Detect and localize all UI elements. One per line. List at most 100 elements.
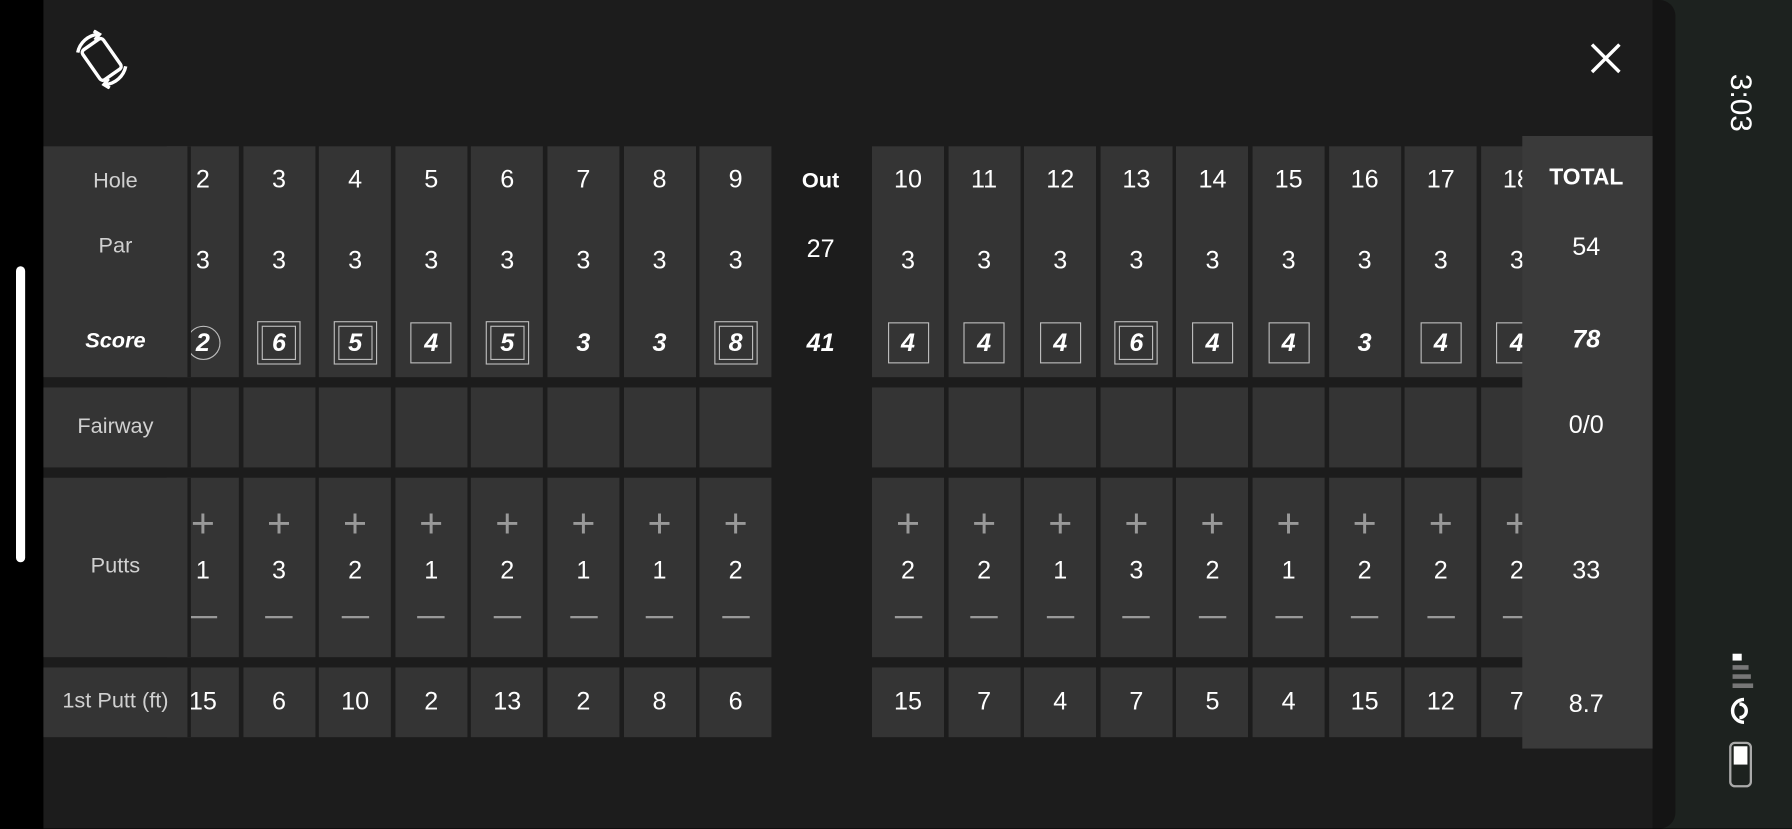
background-app <box>1652 0 1792 829</box>
score-cell <box>1404 387 1477 468</box>
hole-number: 7 <box>576 164 591 194</box>
par: 3 <box>1205 245 1220 275</box>
bogey-square <box>333 321 377 365</box>
first-putt: 15 <box>894 686 922 716</box>
hole-number: 13 <box>1122 164 1151 194</box>
score-cell <box>1100 387 1173 468</box>
putt-minus <box>1274 615 1303 619</box>
total-first-putt: 8.7 <box>1568 689 1604 718</box>
score-cell <box>948 477 1021 658</box>
putt-minus <box>417 615 445 619</box>
score-cell <box>1328 146 1401 378</box>
putts: 2 <box>1433 555 1448 584</box>
score-cell <box>948 387 1021 468</box>
first-putt: 5 <box>1205 686 1220 716</box>
rotate-button[interactable] <box>71 29 133 90</box>
score-cell <box>471 146 544 378</box>
par: 3 <box>195 245 210 275</box>
score-cell <box>471 387 544 468</box>
close-button[interactable] <box>1589 41 1623 75</box>
par: 3 <box>1357 245 1372 275</box>
putts: 2 <box>1509 555 1524 584</box>
score-cell <box>547 387 620 468</box>
score-cell <box>1252 477 1325 658</box>
score-cell <box>1252 667 1325 738</box>
label-cell <box>43 477 191 658</box>
score-cell <box>471 477 544 658</box>
par: 3 <box>1433 245 1448 275</box>
first-putt: 7 <box>1509 686 1524 716</box>
putts: 1 <box>652 555 667 584</box>
putts: 2 <box>1357 555 1372 584</box>
score-cell <box>699 387 772 468</box>
score-cell <box>1024 477 1097 658</box>
bogey-square <box>1114 321 1159 365</box>
label-cell <box>43 387 191 468</box>
score: 3 <box>576 327 591 357</box>
score-cell <box>1328 387 1401 468</box>
score-cell <box>319 477 392 658</box>
par: 3 <box>576 245 591 275</box>
score-cell <box>1252 387 1325 468</box>
score-cell <box>1404 146 1477 378</box>
score: 5 <box>348 327 363 357</box>
par: 3 <box>1509 245 1524 275</box>
score: 4 <box>1433 327 1448 357</box>
out-label: Out <box>801 169 840 194</box>
score-cell <box>547 667 620 738</box>
putt-minus <box>341 615 369 619</box>
score-cell <box>1100 146 1173 378</box>
score: 3 <box>1357 327 1372 357</box>
bogey-square <box>1420 322 1462 364</box>
score-cell <box>319 667 392 738</box>
putts: 2 <box>348 555 363 584</box>
score: 2 <box>195 327 210 357</box>
score-cell <box>1024 387 1097 468</box>
putt-plus: + <box>1200 499 1225 547</box>
par: 3 <box>1281 245 1296 275</box>
first-putt: 4 <box>1053 686 1068 716</box>
score-cell <box>395 667 468 738</box>
par: 3 <box>1129 245 1144 275</box>
par: 3 <box>424 245 439 275</box>
double-bogey-square <box>337 325 373 360</box>
double-bogey-square <box>490 325 525 360</box>
hole-number: 8 <box>652 164 667 194</box>
score: 5 <box>500 327 515 357</box>
score-cell <box>948 146 1021 378</box>
row-label: 1st Putt (ft) <box>62 689 169 714</box>
bogey-square <box>713 321 758 365</box>
putt-plus: + <box>190 499 215 547</box>
score-cell <box>1100 667 1173 738</box>
first-putt: 8 <box>652 686 667 716</box>
score-cell <box>242 387 315 468</box>
par: 3 <box>1053 245 1068 275</box>
putt-plus: + <box>647 499 672 547</box>
score-cell <box>1024 667 1097 738</box>
hole-number: 4 <box>348 164 363 194</box>
first-putt: 6 <box>728 686 743 716</box>
putt-minus <box>894 615 922 619</box>
score-cell <box>1404 477 1477 658</box>
score-cell <box>1176 667 1249 738</box>
first-putt: 7 <box>1129 686 1144 716</box>
score-cell <box>471 667 544 738</box>
score-cell <box>871 667 944 738</box>
score: 8 <box>728 327 743 357</box>
bogey-square <box>887 322 929 364</box>
double-bogey-square <box>261 325 297 360</box>
par: 3 <box>500 245 515 275</box>
score-cell <box>623 387 696 468</box>
putts: 2 <box>500 555 515 584</box>
score-cell <box>1176 146 1249 378</box>
par: 3 <box>652 245 667 275</box>
putt-plus: + <box>1428 499 1453 547</box>
score-cell <box>1328 667 1401 738</box>
par: 3 <box>900 245 915 275</box>
score: 6 <box>1129 327 1144 357</box>
first-putt: 4 <box>1281 686 1296 716</box>
status-icons <box>1729 653 1754 788</box>
score-cell <box>395 146 468 378</box>
putts: 2 <box>1205 555 1220 584</box>
